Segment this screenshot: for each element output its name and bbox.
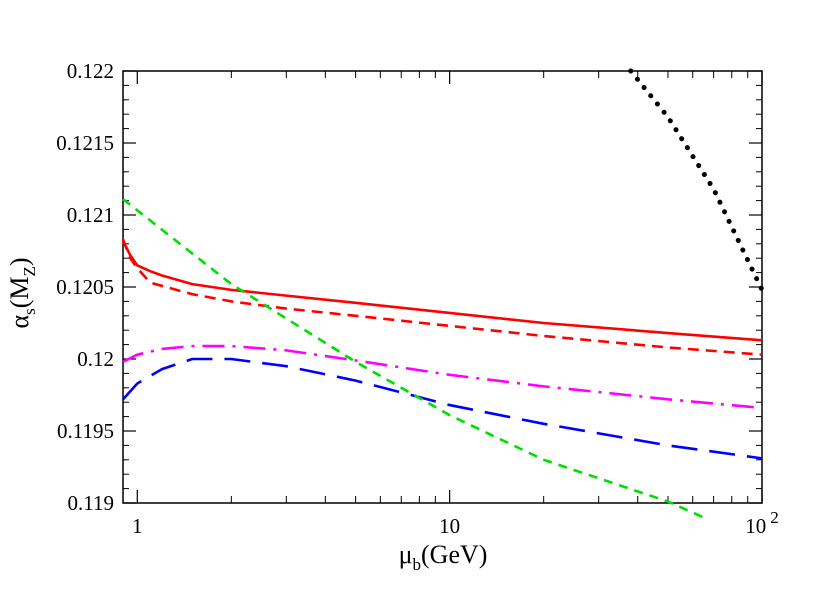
axis-ticks: 0.119 0.1195 0.12 0.1205 0.121 0.1215 0.122 1 10… [56, 59, 779, 538]
y-tick-label: 0.12 [77, 347, 114, 371]
x-tick-label: 10 [439, 514, 460, 538]
y-tick-label: 0.1205 [56, 275, 114, 299]
series-line-3 [122, 344, 763, 410]
y-tick-label: 0.1195 [57, 419, 114, 443]
y-tick-label: 0.122 [67, 59, 114, 83]
series-line-2 [121, 239, 763, 356]
series-line-6 [628, 68, 765, 293]
x-tick-label: 1 [132, 514, 143, 538]
x-axis-label: μb(GeV) [399, 540, 488, 574]
x-tick-label: 10 2 [745, 508, 779, 538]
series-layer [121, 68, 765, 519]
y-tick-label: 0.121 [67, 203, 114, 227]
series-line-1 [121, 240, 763, 342]
series-line-5 [122, 198, 705, 519]
y-tick-label: 0.119 [68, 491, 114, 515]
series-line-4 [122, 357, 763, 460]
y-tick-label: 0.1215 [56, 131, 114, 155]
y-axis-label: αs(MZ) [5, 257, 39, 328]
